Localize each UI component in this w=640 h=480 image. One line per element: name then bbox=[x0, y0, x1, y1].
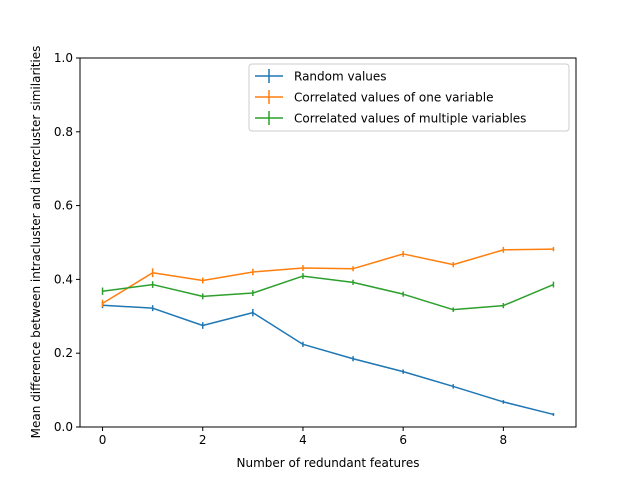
legend: Random values Correlated values of one va… bbox=[248, 63, 570, 132]
legend-item-1: Correlated values of one variable bbox=[255, 90, 493, 105]
series-line bbox=[102, 304, 554, 416]
x-tick-label: 0 bbox=[99, 433, 107, 447]
x-tick-label: 4 bbox=[299, 433, 307, 447]
legend-label: Correlated values of one variable bbox=[294, 91, 493, 105]
y-tick-label: 0.0 bbox=[54, 420, 73, 434]
legend-label: Correlated values of multiple variables bbox=[294, 112, 526, 126]
y-tick-label: 0.6 bbox=[54, 199, 73, 213]
series-0 bbox=[101, 302, 555, 416]
y-tick-label: 0.8 bbox=[54, 125, 73, 139]
x-axis-label: Number of redundant features bbox=[237, 456, 420, 470]
y-tick-label: 0.2 bbox=[54, 346, 73, 360]
x-tick-label: 8 bbox=[500, 433, 508, 447]
y-tick-label: 0.4 bbox=[54, 272, 73, 286]
legend-item-0: Random values bbox=[255, 69, 387, 84]
axes: 0 2 4 6 8 0.0 0.2 0.4 0.6 0.8 1.0 bbox=[54, 51, 577, 447]
series-line bbox=[102, 248, 554, 305]
series-line bbox=[102, 275, 554, 311]
legend-item-2: Correlated values of multiple variables bbox=[255, 111, 526, 126]
series-2 bbox=[101, 273, 555, 312]
legend-label: Random values bbox=[294, 70, 387, 84]
x-tick-label: 6 bbox=[399, 433, 407, 447]
legend-box bbox=[248, 63, 570, 132]
y-axis-label: Mean difference between intracluster and… bbox=[29, 46, 43, 439]
y-tick-label: 1.0 bbox=[54, 51, 73, 65]
x-tick-label: 2 bbox=[199, 433, 207, 447]
axes-frame bbox=[79, 57, 577, 428]
series-1 bbox=[101, 246, 555, 308]
